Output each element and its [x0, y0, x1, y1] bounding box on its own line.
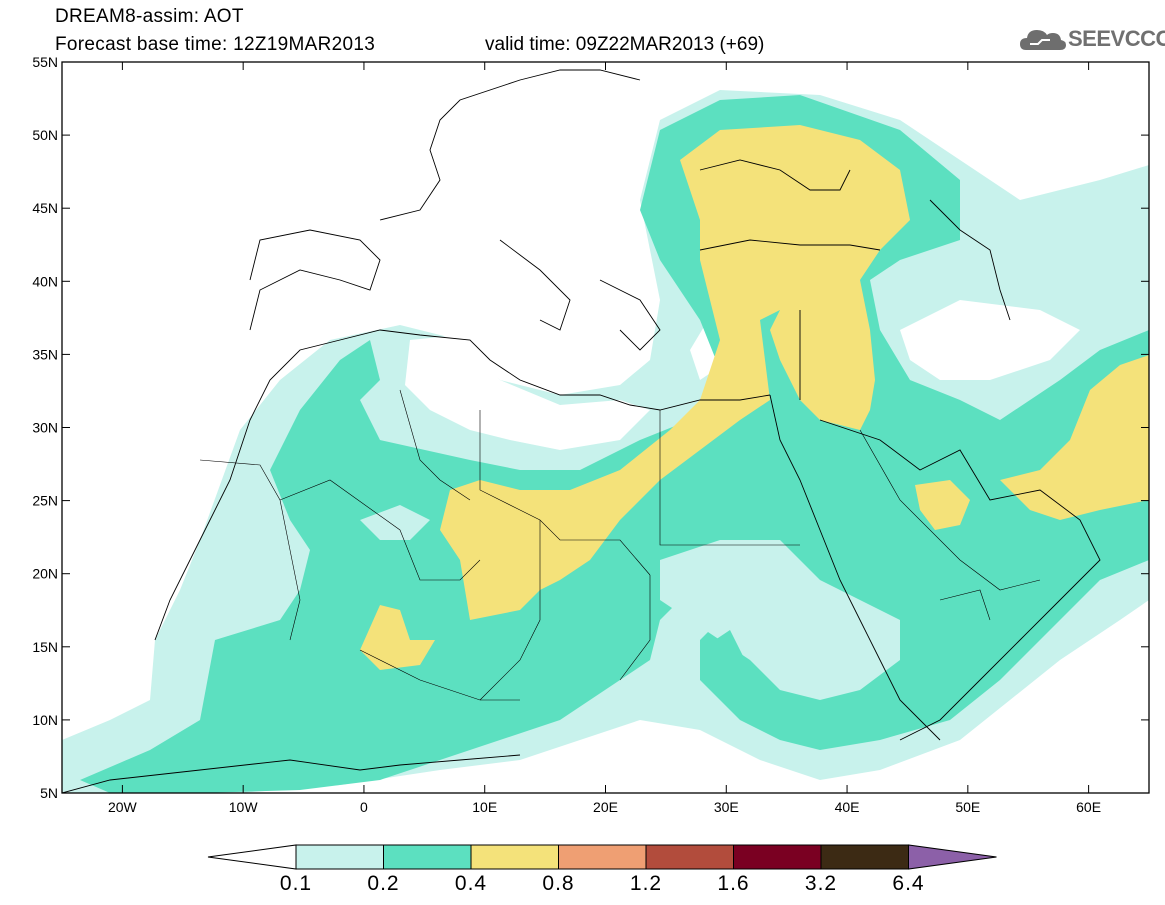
lat-tick-label: 10N: [32, 712, 58, 728]
cloud-icon: [1020, 30, 1066, 50]
lat-tick-label: 45N: [32, 200, 58, 216]
colorbar-label: 1.2: [629, 872, 663, 895]
lon-tick-label: 20E: [593, 799, 618, 815]
lon-tick-label: 10E: [472, 799, 497, 815]
logo-text: SEEVCCC: [1068, 26, 1165, 51]
lat-tick-label: 5N: [40, 785, 58, 801]
lon-tick-label: 50E: [955, 799, 980, 815]
colorbar-segment: [645, 844, 734, 870]
latitude-labels: 55N 50N 45N 40N 35N 30N 25N 20N 15N 10N 5N: [32, 54, 58, 801]
colorbar-low-arrow: [207, 844, 297, 870]
colorbar: [207, 844, 997, 870]
borders: [199, 389, 1041, 701]
colorbar-segment: [295, 844, 384, 870]
lon-tick-label: 0: [360, 799, 368, 815]
colorbar-label: 1.6: [717, 872, 750, 895]
colorbar-label: 0.4: [454, 872, 488, 895]
colorbar-label: 0.1: [279, 872, 313, 895]
aot-shading: [62, 62, 1149, 793]
lon-tick-label: 60E: [1076, 799, 1101, 815]
title-line-3: valid time: 09Z22MAR2013 (+69): [485, 34, 765, 55]
lat-tick-label: 55N: [32, 54, 58, 70]
colorbar-label: 0.8: [542, 872, 575, 895]
colorbar-segment: [733, 844, 822, 870]
coastlines: [62, 69, 1101, 793]
title-line-1: DREAM8-assim: AOT: [55, 6, 244, 27]
title-line-2: Forecast base time: 12Z19MAR2013: [55, 34, 376, 55]
colorbar-segment: [470, 844, 559, 870]
axis-ticks: [62, 61, 1149, 794]
lat-tick-label: 25N: [32, 493, 58, 509]
lat-tick-label: 30N: [32, 420, 58, 436]
lon-tick-label: 20W: [108, 799, 138, 815]
colorbar-segment: [383, 844, 472, 870]
colorbar-label: 3.2: [804, 872, 838, 895]
colorbar-label: 0.2: [367, 872, 400, 895]
lon-tick-label: 40E: [835, 799, 860, 815]
aot-band-0-4: [440, 125, 910, 620]
lat-tick-label: 35N: [32, 346, 58, 362]
lat-tick-label: 20N: [32, 566, 58, 582]
lat-tick-label: 15N: [32, 639, 58, 655]
colorbar-high-arrow: [908, 844, 997, 870]
colorbar-label: 6.4: [892, 872, 925, 895]
colorbar-segment: [558, 844, 647, 870]
lat-tick-label: 40N: [32, 273, 58, 289]
lon-tick-label: 10W: [229, 799, 259, 815]
colorbar-segment: [820, 844, 909, 870]
longitude-labels: 20W 10W 0 10E 20E 30E 40E 50E 60E: [108, 799, 1101, 815]
lon-tick-label: 30E: [714, 799, 739, 815]
lat-tick-label: 50N: [32, 127, 58, 143]
